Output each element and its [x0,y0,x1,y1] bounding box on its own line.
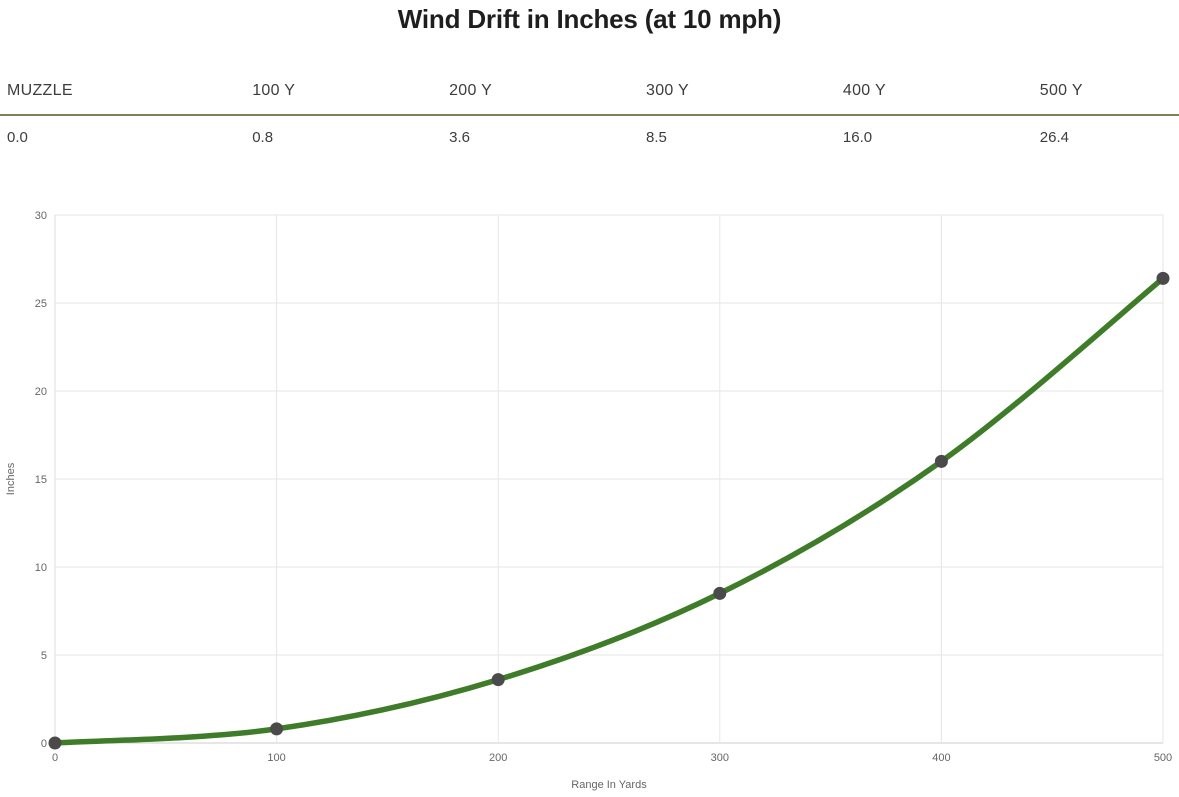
x-axis-title: Range In Yards [571,779,647,791]
y-tick-label: 20 [35,386,47,398]
table-header-500y: 500 Y [1032,82,1179,116]
table-header-muzzle: MUZZLE [0,82,246,116]
data-point[interactable] [270,722,284,736]
table-header-400y: 400 Y [835,82,1033,116]
x-tick-label: 500 [1154,752,1172,764]
data-point[interactable] [1156,271,1170,285]
table-value-300y: 8.5 [646,129,667,146]
y-tick-label: 5 [41,650,47,662]
data-point[interactable] [713,586,727,600]
table-value-400y: 16.0 [842,129,873,146]
data-point[interactable] [491,673,505,687]
table-value-muzzle: 0.0 [7,129,28,146]
y-tick-label: 25 [35,298,47,310]
wind-drift-chart: 0 5 10 15 20 25 30 0 100 200 300 400 500 Range In Yar… [0,191,1179,793]
y-axis-title: Inches [5,462,17,495]
x-tick-label: 300 [711,752,729,764]
y-tick-label: 10 [35,562,47,574]
table-header-row: MUZZLE 100 Y 200 Y 300 Y 400 Y 500 Y [0,82,1179,116]
table-header-100y: 100 Y [245,82,443,116]
table-value-row: 0.0 0.8 3.6 8.5 16.0 26.4 [0,115,1179,154]
data-point[interactable] [48,736,62,750]
series-line [52,275,1166,746]
data-point[interactable] [934,454,948,468]
x-tick-label: 200 [489,752,507,764]
x-tick-label: 100 [267,752,285,764]
y-tick-label: 0 [41,738,47,750]
table-value-200y: 3.6 [449,129,470,146]
x-tick-label: 0 [52,752,58,764]
x-tick-label: 400 [932,752,950,764]
table-value-100y: 0.8 [252,129,274,146]
page-title: Wind Drift in Inches (at 10 mph) [397,4,782,34]
drift-table: MUZZLE 100 Y 200 Y 300 Y 400 Y 500 Y 0.0… [0,82,1179,154]
table-header-300y: 300 Y [639,82,836,116]
y-tick-label: 15 [35,474,47,486]
table-header-200y: 200 Y [442,82,639,116]
table-value-500y: 26.4 [1039,129,1069,146]
y-tick-label: 30 [35,210,47,222]
